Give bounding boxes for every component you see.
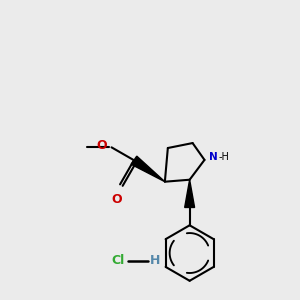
Text: N: N [209,152,218,162]
Text: Cl: Cl [112,254,125,268]
Text: O: O [96,139,106,152]
Text: -H: -H [218,152,229,162]
Polygon shape [131,156,165,182]
Polygon shape [185,180,195,208]
Text: O: O [112,193,122,206]
Text: H: H [150,254,160,268]
